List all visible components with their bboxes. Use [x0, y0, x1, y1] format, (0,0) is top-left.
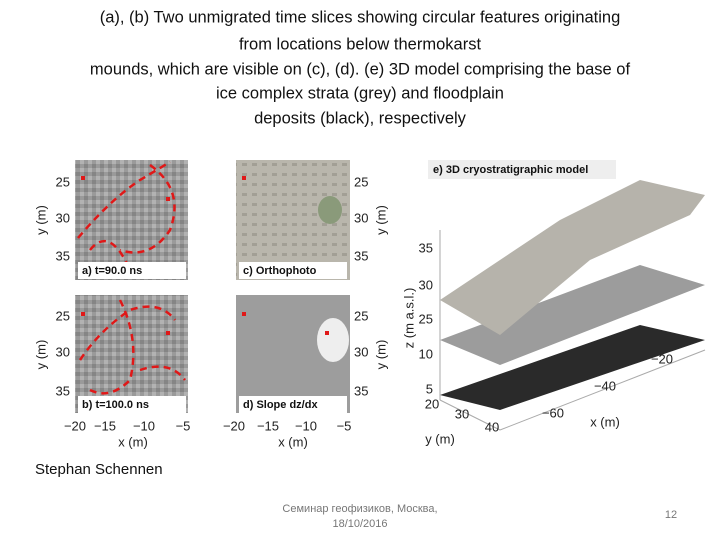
footer-line: 18/10/2016 — [332, 518, 387, 530]
y-axis-label: y (m) — [425, 431, 455, 446]
y-tick-label: 30 — [56, 344, 70, 359]
y-tick-label: 30 — [56, 210, 70, 225]
panel-b — [75, 295, 188, 413]
x-tick-label: −10 — [133, 418, 155, 433]
y-tick-label: 20 — [425, 396, 439, 411]
y-tick-label: 30 — [354, 344, 368, 359]
y-axis-label: y (m) — [33, 340, 48, 370]
x-tick-label: −20 — [651, 351, 673, 366]
x-axis-label: x (m) — [118, 434, 148, 449]
x-tick-label: −15 — [94, 418, 116, 433]
mound — [317, 318, 349, 362]
y-tick-label: 25 — [354, 174, 368, 189]
y-tick-label: 35 — [354, 383, 368, 398]
x-tick-label: −5 — [176, 418, 191, 433]
z-tick-label: 25 — [419, 311, 433, 326]
panel-label: d) Slope dz/dx — [243, 399, 318, 411]
x-tick-label: −60 — [542, 405, 564, 420]
y-tick-label: 25 — [56, 308, 70, 323]
x-tick-label: −5 — [337, 418, 352, 433]
z-tick-label: 35 — [419, 240, 433, 255]
terrain-surface — [440, 180, 705, 335]
y-tick-label: 30 — [455, 406, 469, 421]
title-line: (a), (b) Two unmigrated time slices show… — [100, 8, 621, 26]
y-tick-label: 25 — [354, 308, 368, 323]
figure: a) t=90.0 ns b) t=100.0 ns c) Orthophoto d)… — [33, 160, 706, 449]
model-title: e) 3D cryostratigraphic model — [433, 164, 588, 176]
x-tick-label: −10 — [295, 418, 317, 433]
y-axis-label: y (m) — [373, 205, 388, 235]
y-tick-label: 25 — [56, 174, 70, 189]
y-tick-label: 40 — [485, 419, 499, 434]
y-axis-label: y (m) — [373, 340, 388, 370]
y-tick-label: 35 — [354, 248, 368, 263]
y-tick-label: 30 — [354, 210, 368, 225]
vegetation — [318, 196, 342, 224]
ice-complex-layer — [440, 265, 705, 365]
floodplain-layer — [440, 325, 705, 410]
panel-a — [75, 160, 188, 280]
y-tick-label: 35 — [56, 248, 70, 263]
z-tick-label: 10 — [419, 346, 433, 361]
x-tick-label: −20 — [223, 418, 245, 433]
x-axis-label: x (m) — [278, 434, 308, 449]
panel-label: b) t=100.0 ns — [82, 399, 149, 411]
x-tick-label: −20 — [64, 418, 86, 433]
panel-label-box — [78, 262, 186, 279]
z-tick-label: 30 — [419, 277, 433, 292]
x-tick-label: −40 — [594, 378, 616, 393]
y-tick-label: 35 — [56, 383, 70, 398]
author: Stephan Schennen — [35, 461, 163, 478]
model-title-box — [428, 160, 616, 179]
title-line: mounds, which are visible on (c), (d). (… — [90, 60, 631, 78]
panel-label-box — [78, 396, 186, 413]
title-line: ice complex strata (grey) and floodplain — [216, 84, 504, 102]
y-axis — [439, 399, 501, 431]
z-tick-label: 5 — [426, 381, 433, 396]
title-line: deposits (black), respectively — [254, 109, 467, 127]
footer-line: Семинар геофизиков, Москва, — [282, 503, 437, 515]
x-axis — [499, 349, 706, 431]
panel-label: c) Orthophoto — [243, 265, 317, 277]
page-number: 12 — [665, 509, 677, 521]
title: (a), (b) Two unmigrated time slices show… — [90, 8, 631, 127]
title-line: from locations below thermokarst — [239, 35, 482, 53]
z-axis-label: z (m a.s.l.) — [401, 288, 416, 349]
x-tick-label: −15 — [257, 418, 279, 433]
panel-label: a) t=90.0 ns — [82, 265, 142, 277]
y-axis-label: y (m) — [33, 205, 48, 235]
panel-label-box — [239, 396, 347, 413]
x-axis-label: x (m) — [590, 414, 620, 429]
panel-label-box — [239, 262, 347, 279]
markers — [81, 176, 329, 335]
